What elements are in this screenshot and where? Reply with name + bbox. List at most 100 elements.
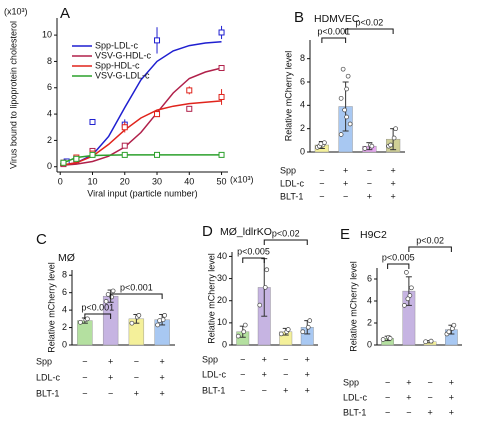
data-point [405, 296, 411, 302]
data-point [89, 151, 96, 158]
condition-sign: − [319, 191, 324, 201]
legend-label: VSV-G-HDL-c [95, 50, 152, 60]
data-point [369, 143, 375, 149]
condition-sign: − [319, 165, 324, 175]
data-point [105, 292, 111, 297]
significance-bracket [263, 239, 308, 245]
condition-label: BLT-1 [280, 191, 303, 201]
data-point [257, 302, 263, 308]
data-point [89, 118, 96, 125]
y-tick-label: 4 [367, 295, 372, 305]
fit-curve [60, 100, 222, 167]
data-point [136, 312, 142, 318]
data-point [154, 151, 161, 158]
condition-sign: + [427, 407, 432, 417]
condition-sign: − [385, 407, 390, 417]
data-point [423, 339, 428, 345]
condition-label: Spp [280, 165, 296, 175]
condition-label: LDL-c [36, 372, 61, 382]
data-point [85, 316, 90, 322]
data-point [404, 270, 409, 275]
significance-label: p<0.005 [237, 246, 270, 256]
significance-label: p<0.001 [81, 302, 114, 312]
panel-title: MØ_ldlrKO [220, 226, 272, 238]
y-axis-label: Relative mCherry level [283, 51, 293, 142]
condition-sign: − [427, 377, 432, 387]
x-tick-label: 40 [184, 176, 194, 186]
condition-sign: − [283, 369, 288, 379]
condition-sign: + [406, 377, 411, 387]
condition-sign: + [367, 191, 372, 201]
data-point [285, 327, 291, 332]
condition-sign: − [319, 178, 324, 188]
data-point [121, 142, 128, 149]
y-tick-label: 4 [62, 304, 67, 314]
data-point [300, 329, 306, 335]
y-axis-label: Relative mCherry level [206, 253, 216, 344]
significance-label: p<0.02 [272, 228, 300, 238]
y-tick-label: 8 [62, 270, 67, 280]
data-point [451, 322, 457, 328]
data-point [278, 331, 284, 337]
y-tick-label: 0 [62, 339, 67, 349]
y-tick-label: 2 [300, 123, 305, 133]
significance-label: p<0.001 [317, 26, 350, 36]
data-point [344, 114, 349, 120]
data-point [154, 37, 161, 44]
condition-sign: + [390, 165, 395, 175]
significance-bracket [387, 263, 410, 269]
fit-curve [60, 40, 222, 167]
condition-sign: − [262, 385, 267, 395]
x-tick-label: 0 [58, 176, 63, 186]
y-tick-label: 0 [367, 339, 372, 349]
x-axis-label: Viral input (particle number) [87, 188, 197, 198]
condition-sign: − [240, 369, 245, 379]
significance-bracket [408, 246, 452, 252]
significance-bracket [242, 257, 265, 263]
data-point [344, 86, 349, 92]
data-point [262, 285, 268, 290]
data-point [242, 322, 248, 328]
y-tick-label: 20 [217, 295, 227, 305]
condition-label: BLT-1 [36, 388, 59, 398]
x-tick-label: 50 [217, 176, 227, 186]
data-point [73, 155, 80, 162]
data-point [305, 324, 311, 330]
y-axis-label: Virus bound to lipoprotein cholesterol [8, 21, 18, 169]
x-tick-label: 20 [120, 176, 130, 186]
data-point [347, 121, 353, 127]
y-axis-label: Relative mCherry level [46, 262, 56, 353]
condition-sign: + [343, 165, 348, 175]
data-point [342, 107, 347, 113]
significance-label: p<0.001 [120, 282, 153, 292]
x-tick-label: 30 [152, 176, 162, 186]
condition-sign: + [108, 372, 113, 382]
y-tick-label: 10 [42, 29, 52, 39]
data-point [387, 336, 393, 341]
data-point [264, 267, 270, 273]
data-point [121, 151, 128, 158]
data-point [318, 141, 324, 147]
data-point [186, 105, 193, 112]
condition-label: LDL-c [202, 369, 227, 379]
condition-label: Spp [343, 377, 359, 387]
data-point [121, 124, 128, 131]
data-point [428, 338, 434, 344]
panel-title: HDMVEC [314, 13, 360, 25]
condition-sign: + [283, 385, 288, 395]
data-point [345, 73, 351, 79]
legend-label: VSV-G-LDL-c [95, 70, 150, 80]
data-point [391, 135, 397, 141]
condition-sign: + [305, 385, 310, 395]
y-tick-label: 2 [367, 317, 372, 327]
data-point [157, 318, 162, 323]
data-point [338, 95, 344, 101]
data-point [235, 333, 241, 339]
condition-sign: − [385, 392, 390, 402]
data-point [218, 151, 225, 158]
y-tick-label: 10 [217, 317, 227, 327]
data-point [162, 312, 167, 318]
x-tick-label: 10 [87, 176, 97, 186]
condition-sign: − [367, 165, 372, 175]
